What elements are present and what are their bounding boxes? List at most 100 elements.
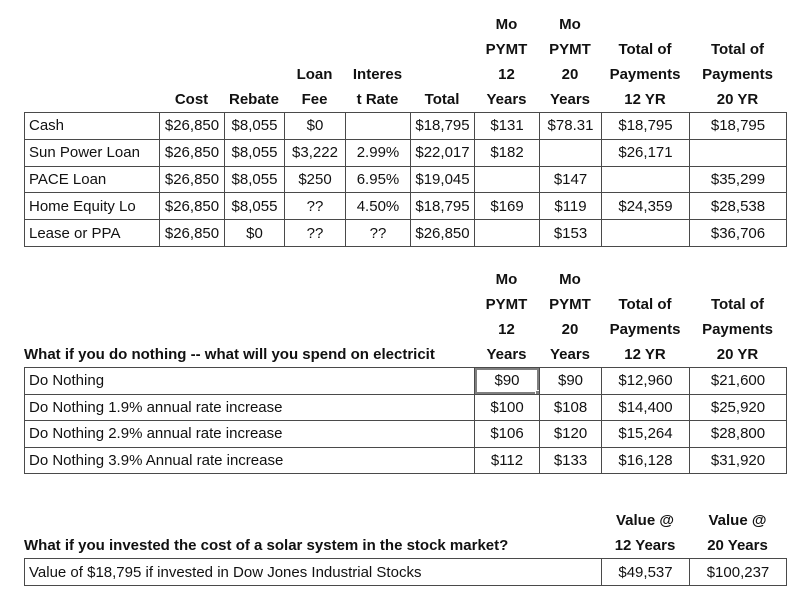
stock-market-table: Value of $18,795 if invested in Dow Jone…: [24, 558, 787, 586]
header-cell-mo-pymt-12[interactable]: Mo PYMT 12 Years: [474, 267, 539, 367]
row-label[interactable]: Do Nothing 1.9% annual rate increase: [25, 394, 475, 421]
data-cell[interactable]: $90: [540, 368, 602, 395]
data-cell[interactable]: ??: [285, 193, 346, 221]
row-label[interactable]: Home Equity Lo: [25, 193, 160, 221]
data-cell[interactable]: $18,795: [411, 113, 475, 140]
header-cell-total[interactable]: Total: [410, 12, 474, 112]
data-cell[interactable]: $120: [540, 421, 602, 448]
data-cell[interactable]: $8,055: [225, 113, 285, 140]
data-cell[interactable]: $131: [475, 113, 540, 140]
data-cell[interactable]: $153: [540, 220, 602, 247]
data-cell[interactable]: [602, 166, 690, 194]
data-cell[interactable]: [346, 113, 411, 140]
header-cell-cost[interactable]: Cost: [159, 12, 224, 112]
data-cell[interactable]: $133: [540, 447, 602, 474]
data-cell[interactable]: $26,850: [160, 166, 225, 194]
header-cell-total-payments-20[interactable]: Total of Payments 20 YR: [689, 267, 786, 367]
data-cell[interactable]: $169: [475, 193, 540, 221]
data-cell[interactable]: $28,538: [690, 193, 787, 221]
header-cell-rebate[interactable]: Rebate: [224, 12, 284, 112]
column-header-label: 20 Years: [707, 537, 768, 554]
data-cell[interactable]: $35,299: [690, 166, 787, 194]
data-cell[interactable]: $19,045: [411, 166, 475, 194]
data-cell[interactable]: $8,055: [225, 139, 285, 167]
row-label[interactable]: Do Nothing: [25, 368, 475, 395]
data-cell[interactable]: $36,706: [690, 220, 787, 247]
data-cell[interactable]: $26,850: [160, 139, 225, 167]
row-label[interactable]: Lease or PPA: [25, 220, 160, 247]
row-label[interactable]: Value of $18,795 if invested in Dow Jone…: [25, 559, 602, 586]
data-cell[interactable]: $8,055: [225, 193, 285, 221]
header-cell-mo-pymt-20[interactable]: Mo PYMT 20 Years: [539, 267, 601, 367]
data-cell[interactable]: $147: [540, 166, 602, 194]
data-cell[interactable]: $108: [540, 394, 602, 421]
row-label[interactable]: PACE Loan: [25, 166, 160, 194]
data-cell[interactable]: $100,237: [690, 559, 787, 586]
data-cell[interactable]: $0: [285, 113, 346, 140]
data-cell[interactable]: $25,920: [690, 394, 787, 421]
data-cell[interactable]: ??: [346, 220, 411, 247]
data-cell[interactable]: [475, 220, 540, 247]
data-cell[interactable]: $12,960: [602, 368, 690, 395]
data-cell[interactable]: $106: [475, 421, 540, 448]
data-cell[interactable]: $250: [285, 166, 346, 194]
column-header-label: Rebate: [228, 91, 280, 108]
data-cell[interactable]: $8,055: [225, 166, 285, 194]
column-header-label: PYMT: [485, 296, 528, 313]
data-cell[interactable]: $26,850: [411, 220, 475, 247]
data-cell[interactable]: [475, 166, 540, 194]
data-cell[interactable]: $14,400: [602, 394, 690, 421]
row-label[interactable]: Do Nothing 2.9% annual rate increase: [25, 421, 475, 448]
data-cell[interactable]: $21,600: [690, 368, 787, 395]
stock-market-title-cell[interactable]: What if you invested the cost of a solar…: [24, 508, 601, 558]
header-cell-mo-pymt-20[interactable]: Mo PYMT 20 Years: [539, 12, 601, 112]
do-nothing-table-header: What if you do nothing -- what will you …: [24, 267, 786, 367]
data-cell[interactable]: $15,264: [602, 421, 690, 448]
data-cell[interactable]: $26,850: [160, 113, 225, 140]
data-cell[interactable]: $100: [475, 394, 540, 421]
data-cell[interactable]: $28,800: [690, 421, 787, 448]
data-cell[interactable]: $49,537: [602, 559, 690, 586]
column-header-label: Years: [486, 91, 527, 108]
data-cell[interactable]: [690, 139, 787, 167]
data-cell[interactable]: $119: [540, 193, 602, 221]
data-cell[interactable]: 4.50%: [346, 193, 411, 221]
column-header-label: Years: [549, 91, 591, 108]
row-label[interactable]: Do Nothing 3.9% Annual rate increase: [25, 447, 475, 474]
header-cell-blank[interactable]: [24, 12, 159, 112]
data-cell[interactable]: $22,017: [411, 139, 475, 167]
header-cell-total-payments-20[interactable]: Total of Payments 20 YR: [689, 12, 786, 112]
column-header-label: 20: [561, 66, 579, 83]
header-cell-total-payments-12[interactable]: Total of Payments 12 YR: [601, 267, 689, 367]
data-cell[interactable]: $24,359: [602, 193, 690, 221]
row-label[interactable]: Sun Power Loan: [25, 139, 160, 167]
data-cell[interactable]: $0: [225, 220, 285, 247]
data-cell[interactable]: $18,795: [602, 113, 690, 140]
header-cell-mo-pymt-12[interactable]: Mo PYMT 12 Years: [474, 12, 539, 112]
column-header-label: t Rate: [356, 91, 399, 108]
data-cell[interactable]: $18,795: [690, 113, 787, 140]
data-cell[interactable]: $3,222: [285, 139, 346, 167]
data-cell[interactable]: [602, 220, 690, 247]
data-cell[interactable]: $26,850: [160, 220, 225, 247]
data-cell[interactable]: 2.99%: [346, 139, 411, 167]
header-cell-total-payments-12[interactable]: Total of Payments 12 YR: [601, 12, 689, 112]
header-cell-value-12[interactable]: Value @ 12 Years: [601, 508, 689, 558]
do-nothing-title-cell[interactable]: What if you do nothing -- what will you …: [24, 267, 474, 367]
header-cell-loan-fee[interactable]: Loan Fee: [284, 12, 345, 112]
header-cell-interest-rate[interactable]: Interes t Rate: [345, 12, 410, 112]
data-cell[interactable]: ??: [285, 220, 346, 247]
row-label[interactable]: Cash: [25, 113, 160, 140]
data-cell[interactable]: $112: [475, 447, 540, 474]
data-cell[interactable]: $26,171: [602, 139, 690, 167]
data-cell[interactable]: $182: [475, 139, 540, 167]
data-cell[interactable]: $78.31: [540, 113, 602, 140]
data-cell[interactable]: $31,920: [690, 447, 787, 474]
selected-cell[interactable]: $90: [475, 368, 540, 395]
data-cell[interactable]: $26,850: [160, 193, 225, 221]
data-cell[interactable]: 6.95%: [346, 166, 411, 194]
data-cell[interactable]: $18,795: [411, 193, 475, 221]
data-cell[interactable]: $16,128: [602, 447, 690, 474]
data-cell[interactable]: [540, 139, 602, 167]
header-cell-value-20[interactable]: Value @ 20 Years: [689, 508, 786, 558]
